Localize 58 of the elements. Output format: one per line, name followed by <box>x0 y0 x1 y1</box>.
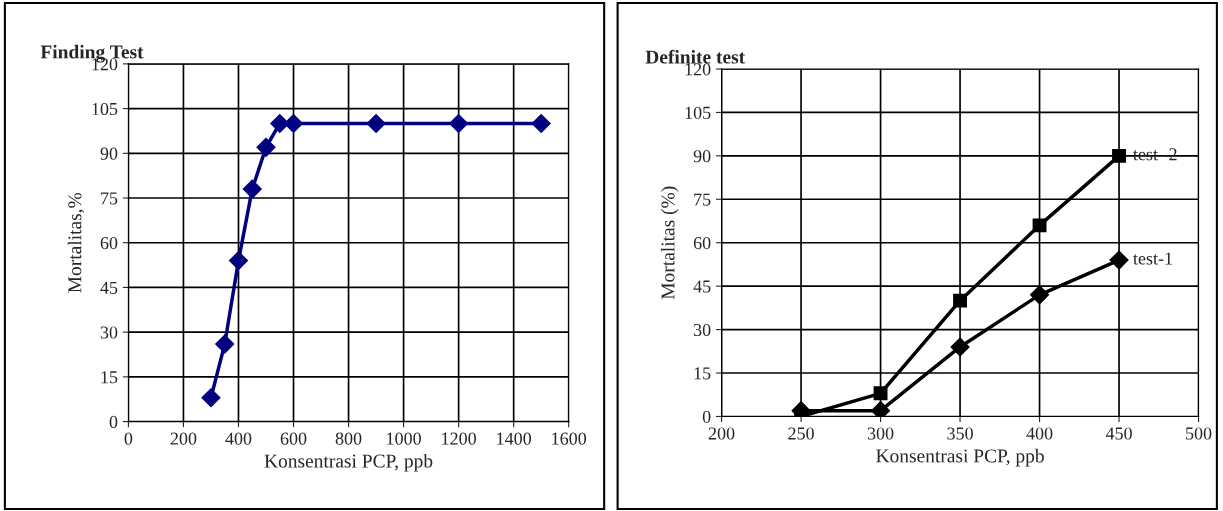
x-tick-label: 1200 <box>442 432 476 445</box>
y-tick-label: 0 <box>109 415 118 429</box>
y-tick-label: 90 <box>100 147 118 160</box>
x-tick-label: 250 <box>788 427 814 440</box>
chart-title: Definite test <box>645 49 746 64</box>
point <box>449 113 469 134</box>
point <box>201 388 221 408</box>
y-tick-label: 45 <box>100 281 118 294</box>
y-tick-label: 15 <box>694 367 711 380</box>
y-axis-title: Mortalitas (%) <box>660 186 679 300</box>
point <box>873 386 888 401</box>
y-tick-label: 30 <box>693 323 711 337</box>
y-tick-label: 75 <box>101 192 118 205</box>
x-tick-label: 500 <box>1186 427 1212 440</box>
point <box>228 251 249 271</box>
y-tick-label: 60 <box>100 236 118 250</box>
x-tick-label: 200 <box>708 427 735 440</box>
point <box>1109 250 1129 270</box>
point <box>791 401 811 417</box>
y-tick-label: 120 <box>685 63 711 76</box>
y-tick-label: 45 <box>693 280 711 293</box>
x-tick-label: 0 <box>124 432 133 445</box>
point <box>366 113 386 134</box>
point <box>1032 218 1047 233</box>
point <box>242 179 262 199</box>
point <box>256 137 276 157</box>
y-tick-label: 105 <box>685 106 711 119</box>
y-tick-label: 0 <box>702 410 711 423</box>
y-tick-label: 15 <box>101 371 118 384</box>
y-tick-label: 90 <box>693 150 711 163</box>
y-tick-label: 60 <box>693 236 711 250</box>
x-axis-title: Konsentrasi PCP, ppb <box>264 453 433 472</box>
x-tick-label: 1400 <box>497 432 532 445</box>
y-tick-label: 105 <box>92 102 118 116</box>
x-tick-label: 450 <box>1105 427 1132 440</box>
x-tick-label: 600 <box>280 432 307 445</box>
series-label: test-1 <box>1133 252 1172 265</box>
point <box>953 293 968 308</box>
x-tick-label: 1600 <box>552 432 587 445</box>
x-tick-label: 300 <box>867 427 894 440</box>
x-tick-label: 1000 <box>387 432 421 445</box>
y-axis-title: Mortalitas,% <box>67 192 85 293</box>
point <box>531 113 551 134</box>
point <box>270 113 290 134</box>
point <box>1112 148 1126 163</box>
x-tick-label: 350 <box>947 427 973 440</box>
x-tick-label: 800 <box>335 432 362 445</box>
x-tick-label: 400 <box>1026 427 1053 440</box>
y-tick-label: 75 <box>694 193 711 206</box>
point <box>871 401 891 417</box>
point <box>215 334 235 354</box>
point <box>1030 285 1050 305</box>
point <box>283 113 304 134</box>
x-tick-label: 200 <box>170 432 197 445</box>
point <box>950 337 970 357</box>
y-tick-label: 30 <box>100 326 118 339</box>
x-axis-title: Konsentrasi PCP, ppb <box>876 448 1044 467</box>
x-tick-label: 400 <box>225 432 252 445</box>
